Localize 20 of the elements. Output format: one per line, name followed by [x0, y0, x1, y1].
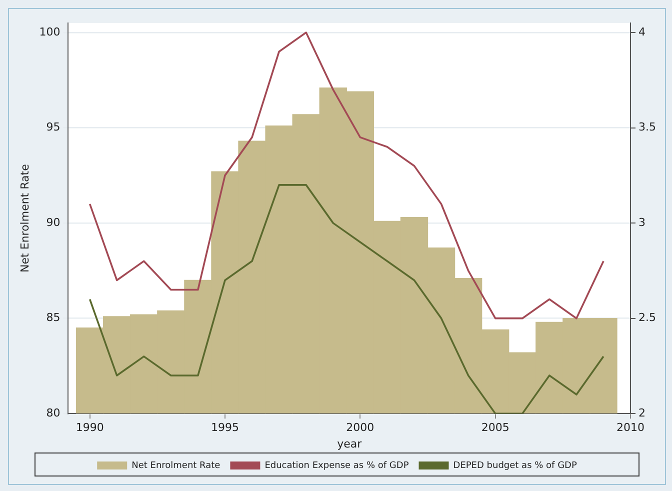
y2-tick-label: 4: [638, 25, 646, 38]
y-tick-label: 90: [46, 216, 60, 229]
y-tick-label: 100: [39, 25, 60, 38]
legend-label: Education Expense as % of GDP: [264, 460, 410, 471]
x-tick-label: 1995: [210, 421, 239, 434]
x-tick-label: 2005: [481, 421, 510, 434]
y2-tick-label: 2.5: [638, 311, 656, 324]
x-tick-label: 1990: [76, 421, 104, 434]
y-tick-label: 95: [46, 120, 60, 134]
y-axis-title: Net Enrolment Rate: [18, 164, 32, 272]
y-tick-label: 85: [46, 311, 60, 324]
y-tick-label: 80: [46, 406, 60, 420]
y2-tick-label: 2: [638, 406, 646, 420]
y2-tick-label: 3.5: [638, 120, 656, 134]
x-axis-title: year: [337, 437, 362, 450]
legend-label: Net Enrolment Rate: [132, 460, 221, 471]
x-tick-label: 2010: [616, 421, 645, 434]
y2-tick-label: 3: [638, 216, 646, 229]
x-tick-label: 2000: [346, 421, 374, 434]
legend-label: DEPED budget as % of GDP: [453, 460, 578, 471]
